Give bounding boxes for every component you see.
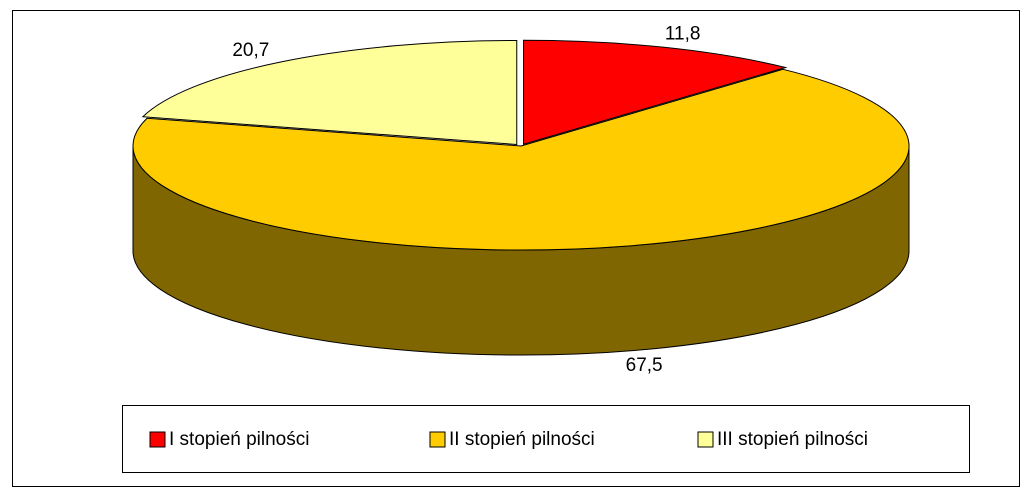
legend-label: I stopień pilności bbox=[169, 429, 309, 450]
slice bbox=[523, 39, 788, 145]
data-label: 67,5 bbox=[626, 355, 663, 376]
legend-swatch bbox=[429, 431, 446, 448]
legend-swatch bbox=[697, 431, 714, 448]
slice bbox=[141, 39, 518, 146]
legend-label: II stopień pilności bbox=[449, 429, 595, 450]
legend-label: III stopień pilności bbox=[717, 429, 868, 450]
legend-box bbox=[122, 405, 970, 473]
slice bbox=[132, 68, 910, 251]
legend-swatch bbox=[149, 431, 166, 448]
data-label: 11,8 bbox=[665, 24, 701, 45]
data-label: 20,7 bbox=[232, 40, 269, 61]
